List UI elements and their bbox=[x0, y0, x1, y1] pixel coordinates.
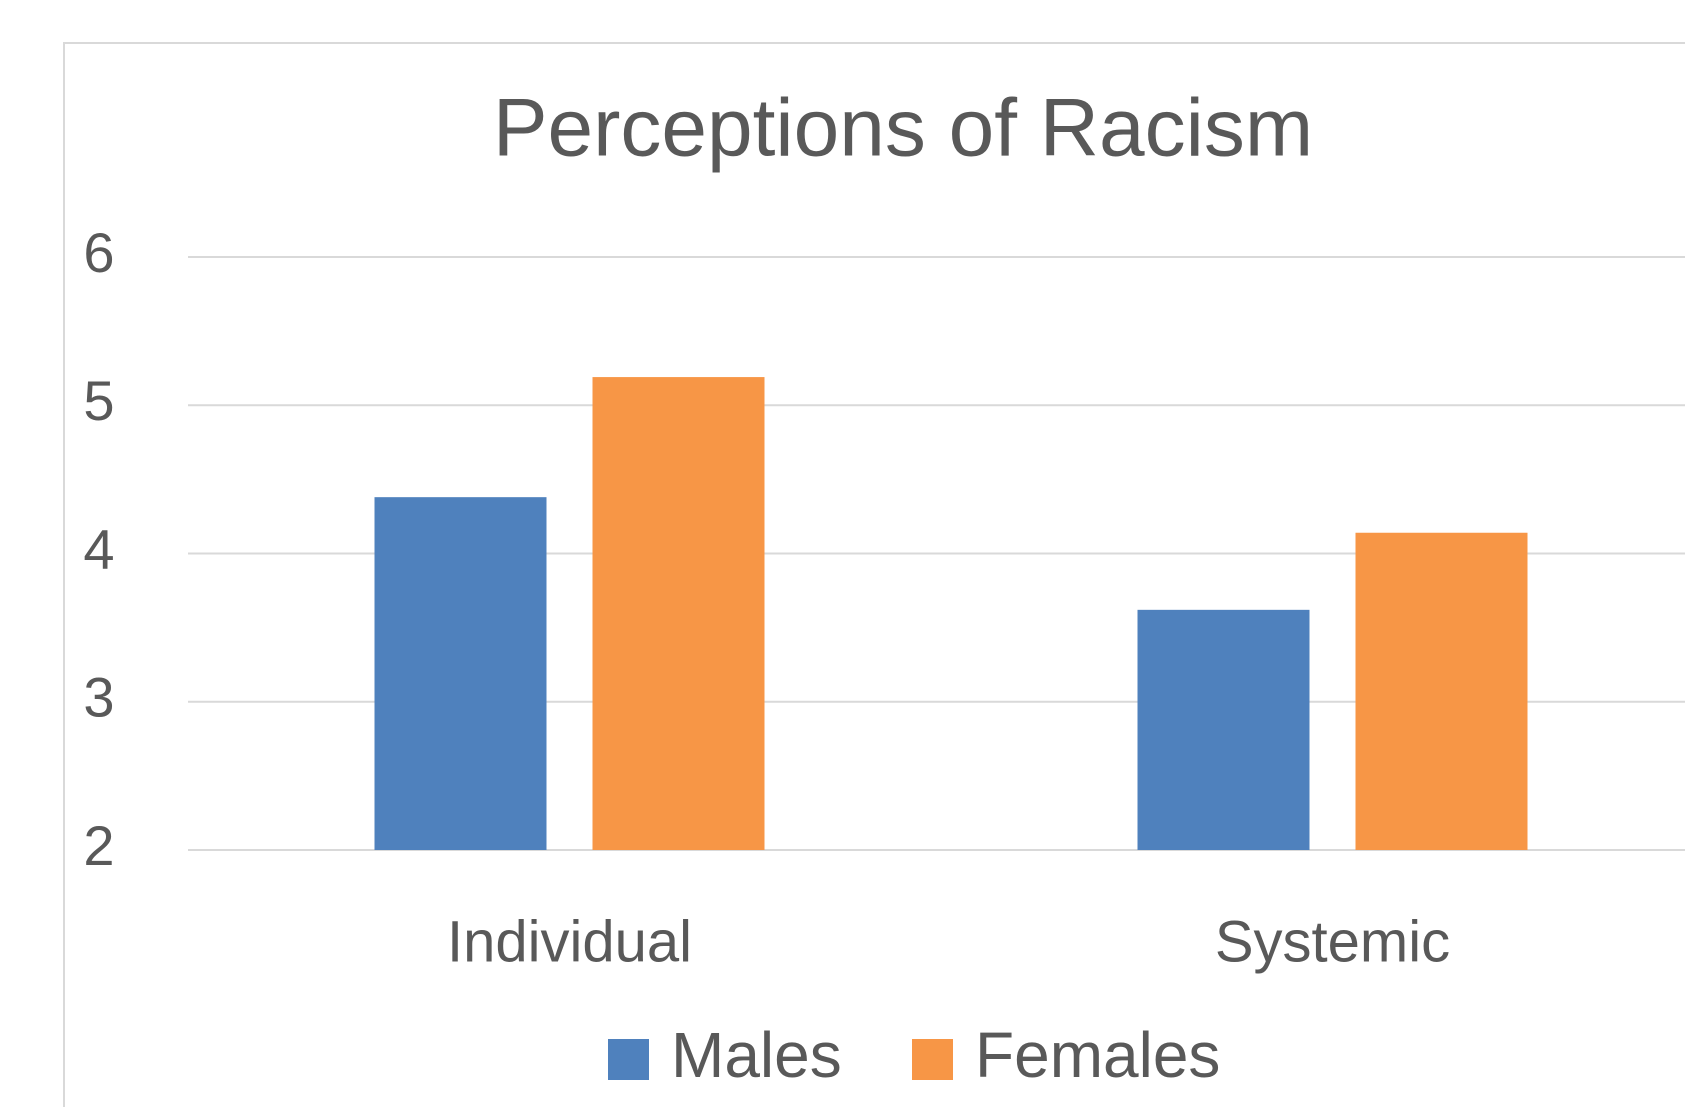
legend-label: Males bbox=[671, 1019, 842, 1091]
x-tick-label: Individual bbox=[447, 909, 692, 974]
y-tick-label: 5 bbox=[83, 369, 114, 432]
x-tick-label: Systemic bbox=[1215, 909, 1450, 974]
y-tick-label: 6 bbox=[83, 221, 114, 284]
legend-swatch bbox=[608, 1039, 649, 1080]
bar bbox=[374, 497, 547, 850]
bar bbox=[592, 377, 765, 850]
y-tick-label: 2 bbox=[83, 814, 114, 877]
legend-swatch bbox=[912, 1039, 953, 1080]
y-tick-label: 3 bbox=[83, 666, 114, 729]
bar bbox=[1137, 609, 1310, 850]
y-tick-label: 4 bbox=[83, 517, 114, 580]
chart-title: Perceptions of Racism bbox=[493, 83, 1313, 174]
legend-label: Females bbox=[975, 1019, 1220, 1091]
bar bbox=[1355, 532, 1528, 850]
